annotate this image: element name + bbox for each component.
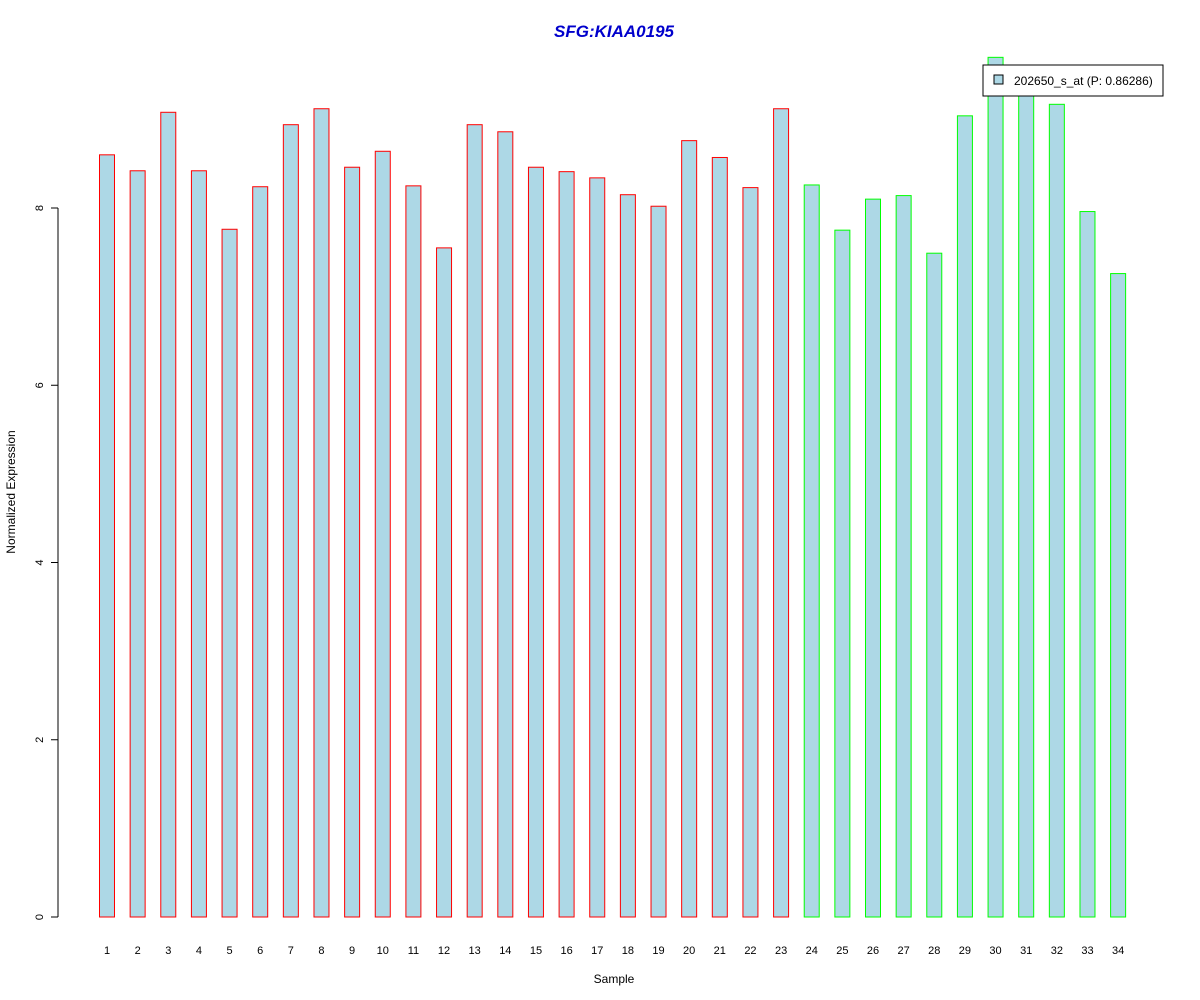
bar-sample-29 (956, 115, 973, 918)
bar-sample-18 (619, 194, 636, 918)
x-tick-label: 28 (928, 945, 940, 957)
y-tick-label: 4 (34, 559, 46, 565)
x-tick-label: 21 (714, 945, 726, 957)
bar-sample-20 (681, 140, 698, 918)
bar-sample-1 (99, 154, 115, 918)
x-tick-label: 16 (560, 945, 572, 957)
y-tick-label: 0 (34, 914, 46, 920)
x-tick-label: 20 (683, 945, 695, 957)
y-axis: 0 2 4 6 8 (34, 205, 59, 920)
bar-sample-21 (711, 156, 728, 918)
x-tick-label: 22 (744, 945, 756, 957)
x-tick-label: 2 (135, 945, 141, 957)
bar-sample-9 (344, 166, 361, 918)
bar-sample-23 (773, 108, 790, 918)
x-tick-label: 7 (288, 945, 294, 957)
x-tick-label: 12 (438, 945, 450, 957)
x-tick-label: 6 (257, 945, 263, 957)
bar-sample-12 (436, 247, 453, 918)
x-tick-label: 4 (196, 945, 202, 957)
x-tick-label: 29 (959, 945, 971, 957)
bar-sample-16 (558, 171, 575, 918)
x-tick-label: 27 (898, 945, 910, 957)
y-axis-label: Normalized Expression (4, 430, 18, 553)
bar-sample-14 (497, 131, 514, 918)
x-tick-label: 15 (530, 945, 542, 957)
bar-sample-8 (313, 108, 330, 918)
chart-title: SFG:KIAA0195 (554, 22, 675, 41)
bar-sample-32 (1048, 103, 1065, 918)
x-tick-label: 26 (867, 945, 879, 957)
x-tick-label: 19 (652, 945, 664, 957)
bar-sample-7 (282, 124, 299, 918)
x-tick-label: 9 (349, 945, 355, 957)
bar-sample-31 (1018, 92, 1035, 918)
x-tick-label: 33 (1081, 945, 1093, 957)
bar-sample-5 (221, 228, 238, 918)
bar-sample-22 (742, 187, 759, 918)
x-tick-label: 23 (775, 945, 787, 957)
y-tick-label: 2 (34, 737, 46, 743)
bar-sample-27 (895, 195, 912, 918)
bars (99, 56, 1127, 918)
x-tick-label: 24 (806, 945, 818, 957)
x-tick-label: 1 (104, 945, 110, 957)
x-tick-label: 10 (377, 945, 389, 957)
bar-sample-17 (589, 177, 606, 918)
bar-sample-19 (650, 205, 667, 918)
bar-sample-26 (865, 198, 881, 918)
x-tick-label: 25 (836, 945, 848, 957)
bar-sample-30 (987, 56, 1004, 918)
x-tick-label: 30 (989, 945, 1001, 957)
bar-sample-3 (160, 111, 177, 918)
bar-sample-11 (405, 185, 422, 918)
x-tick-label: 31 (1020, 945, 1032, 957)
legend-box (982, 64, 1164, 97)
y-tick-label: 8 (34, 205, 46, 211)
bar-sample-33 (1079, 211, 1096, 918)
bar-sample-34 (1110, 273, 1127, 918)
x-tick-label: 14 (499, 945, 511, 957)
bar-sample-13 (466, 124, 483, 918)
bar-sample-6 (252, 186, 269, 918)
legend: 202650_s_at (P: 0.86286) (982, 64, 1164, 97)
x-tick-label: 3 (165, 945, 171, 957)
bar-sample-10 (374, 150, 391, 918)
legend-swatch (993, 74, 1004, 85)
y-tick-label: 6 (34, 382, 46, 388)
legend-label: 202650_s_at (P: 0.86286) (1014, 74, 1153, 88)
x-tick-label: 17 (591, 945, 603, 957)
bar-sample-28 (926, 252, 943, 918)
x-tick-label: 34 (1112, 945, 1124, 957)
x-tick-label: 5 (226, 945, 232, 957)
bar-sample-24 (803, 184, 820, 918)
x-axis-tick-labels: 1 2 3 4 5 6 7 8 9 10 11 12 13 14 15 16 17 18 19 20 21 22 23 24 2… (104, 945, 1124, 957)
x-tick-label: 11 (408, 945, 419, 957)
x-tick-label: 32 (1051, 945, 1063, 957)
x-tick-label: 18 (622, 945, 634, 957)
bar-sample-25 (834, 229, 851, 918)
x-axis-label: Sample (594, 972, 635, 986)
bar-sample-2 (129, 170, 146, 918)
bar-sample-4 (190, 170, 207, 918)
x-tick-label: 13 (469, 945, 481, 957)
x-tick-label: 8 (318, 945, 324, 957)
bar-sample-15 (527, 166, 544, 918)
